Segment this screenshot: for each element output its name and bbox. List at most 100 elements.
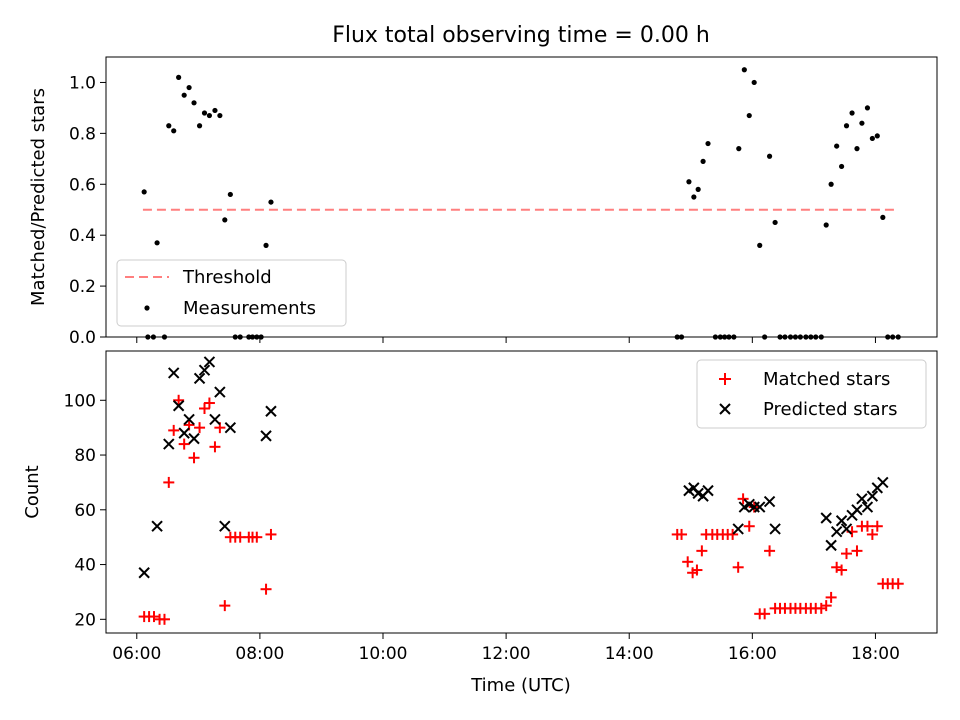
bottom-legend-box xyxy=(696,359,927,429)
measurement-point xyxy=(166,123,172,129)
matched-star-point xyxy=(727,528,739,540)
matched-star-point xyxy=(861,520,873,532)
legend-predicted-label: Predicted stars xyxy=(763,399,897,420)
matched-star-point xyxy=(682,556,694,568)
matched-star-point xyxy=(209,441,221,453)
measurement-point xyxy=(186,84,192,91)
measurement-point xyxy=(838,163,845,170)
predicted-star-point xyxy=(825,539,837,552)
measurement-point xyxy=(854,146,860,152)
matched-star-point xyxy=(188,452,200,464)
measurement-point xyxy=(746,112,752,119)
top-y-tick-label: 0.8 xyxy=(69,124,96,144)
measurement-point xyxy=(880,214,886,220)
top-panel: Flux total observing time = 0.00 h Match… xyxy=(28,23,938,348)
bottom-plot-frame xyxy=(105,350,938,634)
predicted-star-point xyxy=(219,520,231,532)
predicted-star-point xyxy=(754,501,766,513)
measurement-point xyxy=(869,135,875,142)
top-y-tick-label: 0.0 xyxy=(69,328,96,348)
predicted-star-point xyxy=(732,523,744,535)
bottom-y-tick-label: 20 xyxy=(74,610,96,630)
measurement-point xyxy=(843,123,850,129)
top-y-axis-label: Matched/Predicted stars xyxy=(28,88,49,306)
top-y-tick-label: 0.4 xyxy=(69,226,96,246)
x-tick-label: 10:00 xyxy=(359,644,408,664)
matched-star-point xyxy=(836,564,848,576)
top-legend-box xyxy=(116,259,347,327)
top-y-ticks: 0.0 0.2 0.4 0.6 0.8 1.0 xyxy=(69,73,106,348)
matched-star-point xyxy=(198,402,210,414)
predicted-star-point xyxy=(178,427,190,439)
matched-star-point xyxy=(737,493,749,505)
measurement-point xyxy=(736,146,742,152)
predicted-star-point xyxy=(198,364,211,376)
top-y-tick-label: 0.2 xyxy=(69,277,96,297)
bottom-y-tick-label: 100 xyxy=(64,391,96,411)
predicted-star-point xyxy=(265,405,277,417)
matched-star-point xyxy=(158,613,170,625)
measurement-point xyxy=(141,189,147,195)
measurement-point xyxy=(222,217,228,223)
top-plot-frame xyxy=(105,56,938,338)
predicted-star-point xyxy=(214,386,226,398)
x-axis-label: Time (UTC) xyxy=(470,675,571,696)
measurement-point xyxy=(154,240,160,246)
matched-star-point xyxy=(178,438,190,450)
matched-star-point xyxy=(148,611,160,623)
x-tick-label: 14:00 xyxy=(605,644,654,664)
top-y-tick-label: 0.6 xyxy=(69,175,96,195)
bottom-y-axis-label: Count xyxy=(22,465,43,518)
measurement-point xyxy=(700,158,706,164)
predicted-star-point xyxy=(209,413,221,426)
measurement-point xyxy=(171,128,177,134)
top-y-tick-label: 1.0 xyxy=(69,73,96,93)
predicted-star-point xyxy=(224,421,237,434)
x-tick-label: 08:00 xyxy=(235,644,284,664)
bottom-legend: Matched stars Predicted stars xyxy=(696,359,927,429)
measurement-point xyxy=(757,242,763,248)
measurement-point xyxy=(263,242,269,248)
matched-star-point xyxy=(265,528,277,540)
matched-star-point xyxy=(251,531,263,543)
measurement-point xyxy=(686,179,692,185)
matched-star-point xyxy=(696,545,708,557)
measurement-point xyxy=(705,140,711,147)
predicted-star-point xyxy=(851,504,863,516)
measurement-point xyxy=(196,123,203,129)
measurement-point xyxy=(212,107,218,114)
predicted-star-point xyxy=(702,484,714,497)
predicted-star-point xyxy=(203,356,216,368)
measurement-point xyxy=(859,120,865,126)
measurement-point xyxy=(206,112,213,119)
matched-star-point xyxy=(841,548,853,560)
x-tick-label: 06:00 xyxy=(112,644,161,664)
measurement-point xyxy=(201,110,208,116)
matched-star-point xyxy=(194,422,206,434)
matched-stars-points xyxy=(138,394,904,625)
predicted-star-point xyxy=(840,523,853,535)
measurement-point xyxy=(849,110,855,116)
x-tick-label: 12:00 xyxy=(482,644,531,664)
predicted-star-point xyxy=(763,495,776,508)
predicted-star-point xyxy=(183,413,195,426)
predicted-star-point xyxy=(193,372,206,385)
measurement-point xyxy=(217,112,223,119)
predicted-star-point xyxy=(769,523,781,535)
matched-star-point xyxy=(691,564,703,576)
measurement-point xyxy=(741,67,747,73)
matched-star-point xyxy=(743,520,755,532)
matched-star-point xyxy=(759,608,771,620)
legend-measurements-label: Measurements xyxy=(183,298,316,319)
top-legend: Threshold Measurements xyxy=(116,259,347,327)
legend-predicted-swatch xyxy=(719,403,731,415)
predicted-star-point xyxy=(861,501,874,513)
matched-star-point xyxy=(676,528,688,540)
bottom-x-ticks: 06:00 08:00 10:00 12:00 14:00 16:00 18:00 xyxy=(112,633,900,664)
measurement-point xyxy=(191,100,197,106)
matched-star-point xyxy=(168,424,180,436)
matched-star-point xyxy=(892,578,904,590)
x-tick-label: 16:00 xyxy=(728,644,777,664)
measurement-point xyxy=(181,92,187,98)
predicted-star-point xyxy=(151,520,163,532)
